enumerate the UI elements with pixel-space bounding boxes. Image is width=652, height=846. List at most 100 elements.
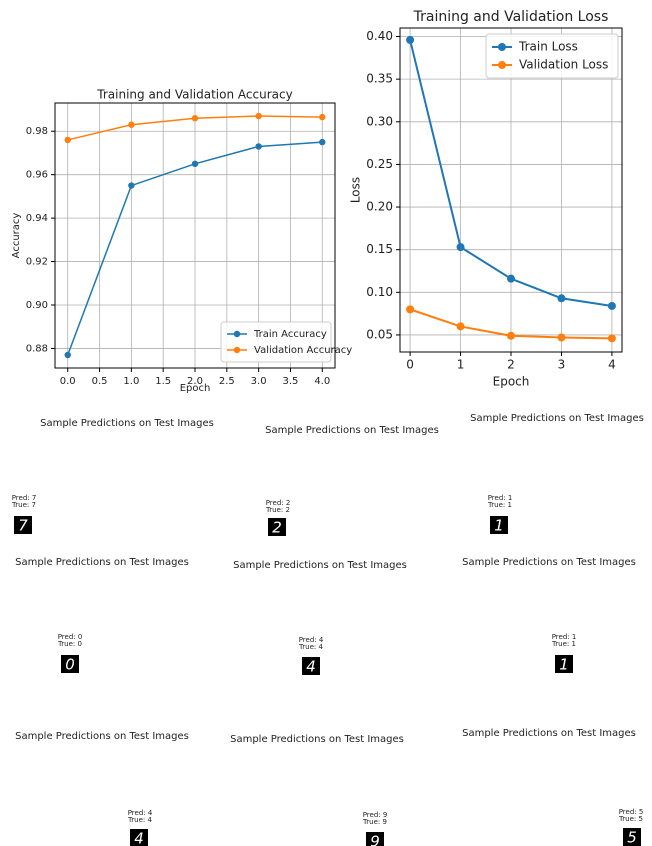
legend-box [220, 321, 332, 363]
legend-label: Validation Loss [519, 58, 608, 72]
digit-image [302, 657, 320, 675]
y-tick-label: 0.96 [26, 170, 48, 181]
digit-image [555, 655, 573, 673]
pred-label: Pred: 9 [363, 811, 388, 819]
data-point [456, 243, 465, 252]
pred-label: Pred: 2 [266, 499, 291, 507]
sample-title: Sample Predictions on Test Images [15, 557, 189, 568]
digit-image [61, 655, 79, 673]
legend-label: Validation Accuracy [254, 345, 352, 356]
legend-label: Train Accuracy [253, 329, 327, 340]
sample-title: Sample Predictions on Test Images [265, 425, 439, 436]
pred-label: Pred: 4 [128, 809, 153, 817]
y-tick-label: 0.30 [366, 114, 393, 128]
y-tick-label: 0.90 [26, 300, 48, 311]
pred-label: Pred: 7 [12, 494, 37, 502]
x-tick-label: 2.0 [187, 376, 203, 387]
digit-image [268, 518, 286, 536]
y-tick-label: 0.20 [366, 200, 393, 214]
digit-glyph: 2 [272, 519, 282, 537]
data-point [64, 351, 71, 359]
data-point [191, 115, 199, 122]
data-point [191, 160, 199, 168]
data-point [507, 331, 515, 340]
x-tick-label: 0 [406, 358, 414, 372]
x-tick-label: 1 [457, 358, 465, 372]
legend-box [485, 33, 619, 79]
true-label: True: 5 [618, 815, 643, 823]
sample-title: Sample Predictions on Test Images [230, 734, 404, 745]
digit-glyph: 7 [18, 517, 28, 535]
y-tick-label: 0.92 [26, 257, 48, 268]
x-axis-label: Epoch [493, 375, 530, 389]
x-tick-label: 0.0 [60, 376, 76, 387]
data-point [64, 136, 71, 144]
digit-image [490, 516, 508, 534]
x-tick-label: 1.0 [123, 376, 139, 387]
y-tick-label: 0.94 [26, 213, 48, 224]
y-axis-label: Accuracy [11, 213, 22, 259]
data-point [406, 305, 415, 314]
x-tick-label: 2.5 [219, 376, 235, 387]
digit-image [623, 828, 641, 846]
sample-title: Sample Predictions on Test Images [470, 413, 644, 424]
x-tick-label: 2 [507, 358, 515, 372]
sample-title: Sample Predictions on Test Images [462, 557, 636, 568]
y-tick-label: 0.35 [366, 72, 393, 86]
data-point [557, 294, 566, 303]
y-tick-label: 0.05 [366, 327, 393, 341]
data-point [557, 333, 566, 342]
chart-title: Training and Validation Loss [413, 9, 609, 25]
true-label: True: 1 [551, 640, 576, 648]
data-point [507, 274, 515, 283]
true-label: True: 4 [298, 643, 323, 651]
x-tick-label: 1.5 [155, 376, 171, 387]
pred-label: Pred: 0 [58, 633, 83, 641]
sample-title: Sample Predictions on Test Images [15, 731, 189, 742]
digit-glyph: 1 [494, 517, 504, 535]
pred-label: Pred: 4 [299, 636, 324, 644]
y-axis-label: Loss [349, 177, 363, 203]
y-tick-label: 0.25 [366, 157, 393, 171]
x-axis-label: Epoch [180, 383, 211, 394]
y-tick-label: 0.98 [26, 126, 48, 137]
x-tick-label: 0.5 [92, 376, 108, 387]
chart-title: Training and Validation Accuracy [96, 88, 292, 102]
data-point [255, 143, 262, 150]
x-tick-label: 4 [608, 358, 616, 372]
x-tick-label: 3 [558, 358, 566, 372]
x-tick-label: 3.5 [283, 376, 299, 387]
x-tick-label: 4.0 [314, 376, 330, 387]
data-point [128, 121, 135, 128]
digit-glyph: 9 [370, 833, 380, 846]
y-tick-label: 0.88 [26, 343, 48, 354]
digit-image [366, 832, 384, 846]
data-point [319, 113, 326, 121]
legend-marker [498, 43, 506, 51]
true-label: True: 9 [362, 818, 387, 826]
digit-glyph: 0 [65, 656, 75, 674]
digit-glyph: 4 [306, 658, 316, 676]
plot-frame [54, 102, 336, 369]
sample-title: Sample Predictions on Test Images [40, 418, 214, 429]
true-label: True: 0 [57, 640, 82, 648]
sample-title: Sample Predictions on Test Images [462, 728, 636, 739]
pred-label: Pred: 1 [552, 633, 577, 641]
digit-glyph: 1 [559, 656, 569, 674]
data-point [607, 301, 616, 310]
digit-glyph: 4 [134, 830, 144, 846]
data-point [319, 138, 326, 146]
data-point [607, 334, 616, 343]
y-tick-label: 0.15 [366, 242, 393, 256]
legend-label: Train Loss [518, 40, 578, 54]
data-point [406, 35, 415, 44]
digit-image [14, 516, 32, 534]
data-point [456, 322, 465, 331]
digit-glyph: 5 [627, 829, 637, 846]
true-label: True: 7 [11, 501, 36, 509]
pred-label: Pred: 5 [619, 808, 644, 816]
legend-marker [498, 61, 506, 69]
y-tick-label: 0.40 [366, 29, 393, 43]
data-point [255, 112, 262, 120]
